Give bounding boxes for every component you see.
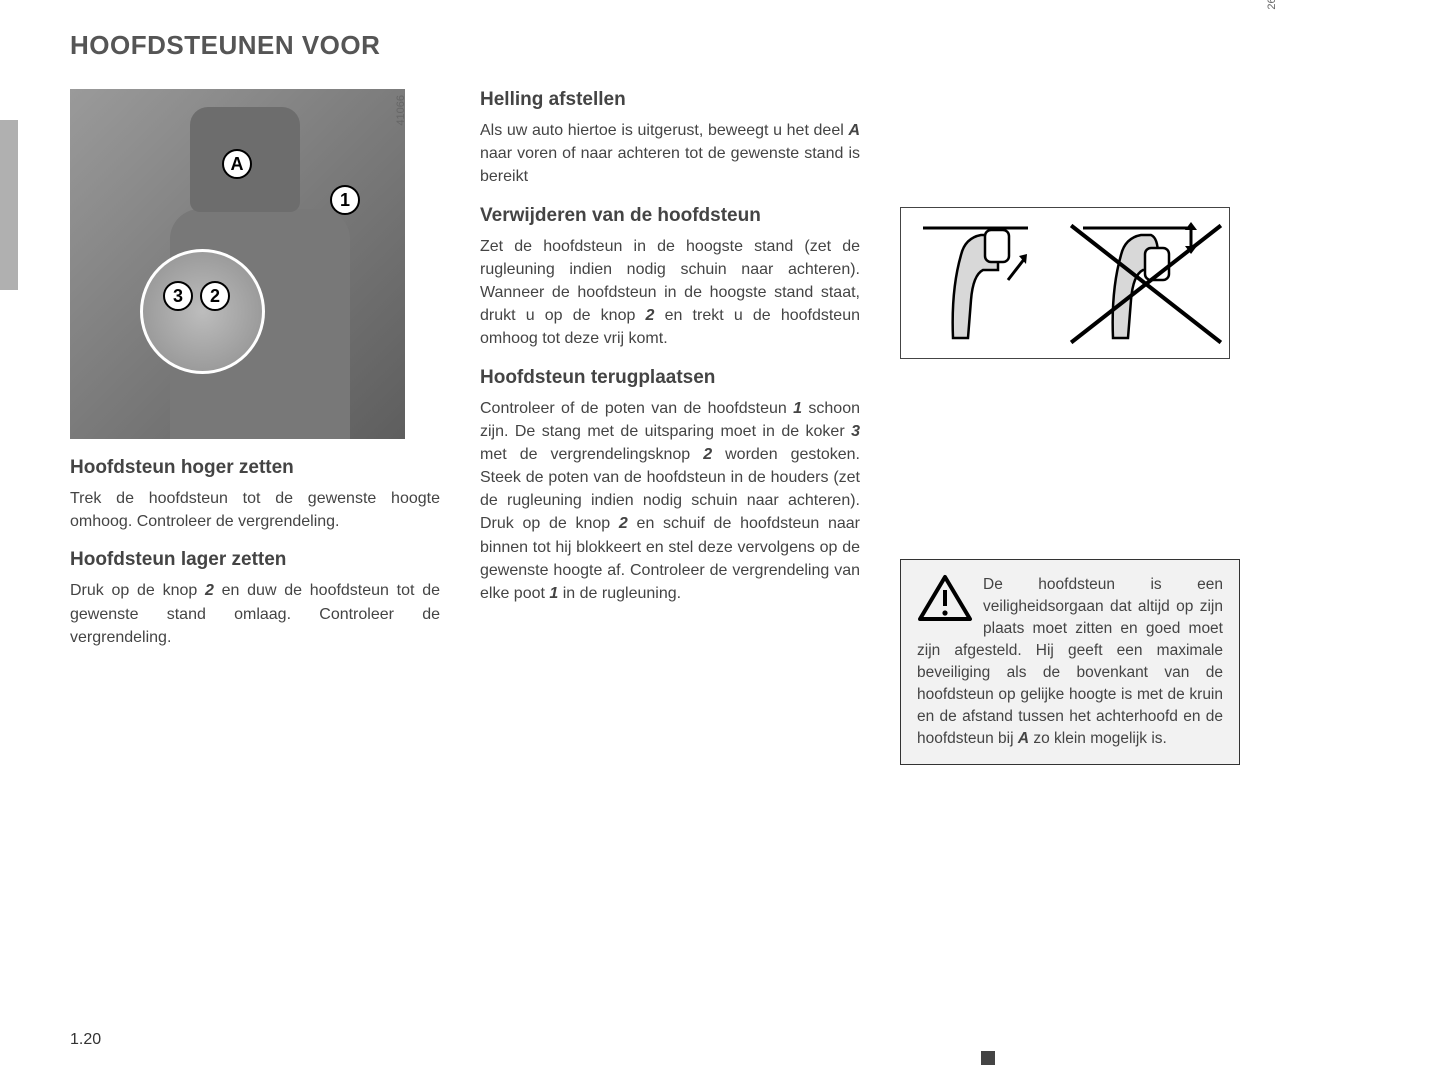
correct-position-icon xyxy=(913,220,1058,348)
photo-id-label: 41066 xyxy=(395,95,405,126)
callout-1: 1 xyxy=(330,185,360,215)
heading-lower: Hoofdsteun lager zetten xyxy=(70,549,440,571)
footer-mark xyxy=(981,1051,995,1065)
callout-a: A xyxy=(222,149,252,179)
heading-raise: Hoofdsteun hoger zetten xyxy=(70,457,440,479)
detail-circle xyxy=(140,249,265,374)
text-replace: Controleer of de poten van de hoofdsteun… xyxy=(480,397,860,606)
headrest-photo: 41066 A 1 2 3 xyxy=(70,89,405,439)
ref-a: A xyxy=(848,122,860,139)
text-lower: Druk op de knop 2 en duw de hoofdsteun t… xyxy=(70,579,440,649)
callout-2: 2 xyxy=(200,281,230,311)
text-raise: Trek de hoofdsteun tot de gewenste hoogt… xyxy=(70,487,440,533)
text-fragment: met de vergrendelingsknop xyxy=(480,446,703,463)
heading-replace: Hoofdsteun terugplaatsen xyxy=(480,367,860,389)
text-fragment: Controleer of de poten van de hoofdsteun xyxy=(480,400,793,417)
warning-icon xyxy=(917,574,973,624)
page-title: HOOFDSTEUNEN VOOR xyxy=(70,30,1395,61)
text-fragment: naar voren of naar achteren tot de gewen… xyxy=(480,145,860,185)
heading-remove: Verwijderen van de hoofdsteun xyxy=(480,205,860,227)
manual-page: HOOFDSTEUNEN VOOR 41066 A 1 2 3 Hoofdste… xyxy=(0,0,1445,1077)
ref-2: 2 xyxy=(619,515,628,532)
text-remove: Zet de hoofdsteun in de hoogste stand (z… xyxy=(480,235,860,351)
content-columns: 41066 A 1 2 3 Hoofdsteun hoger zetten Tr… xyxy=(70,89,1395,765)
text-tilt: Als uw auto hiertoe is uitgerust, beweeg… xyxy=(480,119,860,189)
column-1: 41066 A 1 2 3 Hoofdsteun hoger zetten Tr… xyxy=(70,89,440,765)
text-fragment: Als uw auto hiertoe is uitgerust, beweeg… xyxy=(480,122,848,139)
ref-1: 1 xyxy=(793,400,802,417)
text-fragment: in de rugleuning. xyxy=(558,585,681,602)
side-tab xyxy=(0,120,18,290)
warning-box: De hoofdsteun is een veiligheidsorgaan d… xyxy=(900,559,1240,765)
position-diagram xyxy=(900,207,1230,359)
page-number: 1.20 xyxy=(70,1031,101,1049)
ref-1: 1 xyxy=(549,585,558,602)
column-2: Helling afstellen Als uw auto hiertoe is… xyxy=(480,89,860,765)
column-3: 26342 xyxy=(900,89,1260,765)
incorrect-position-icon xyxy=(1073,220,1218,348)
heading-tilt: Helling afstellen xyxy=(480,89,860,111)
ref-a: A xyxy=(1018,730,1029,747)
ref-3: 3 xyxy=(851,423,860,440)
text-fragment: zo klein mogelijk is. xyxy=(1029,730,1167,747)
diagram-id-label: 26342 xyxy=(1266,0,1278,10)
ref-2: 2 xyxy=(205,582,214,599)
text-fragment: Druk op de knop xyxy=(70,582,205,599)
callout-3: 3 xyxy=(163,281,193,311)
ref-2: 2 xyxy=(703,446,712,463)
